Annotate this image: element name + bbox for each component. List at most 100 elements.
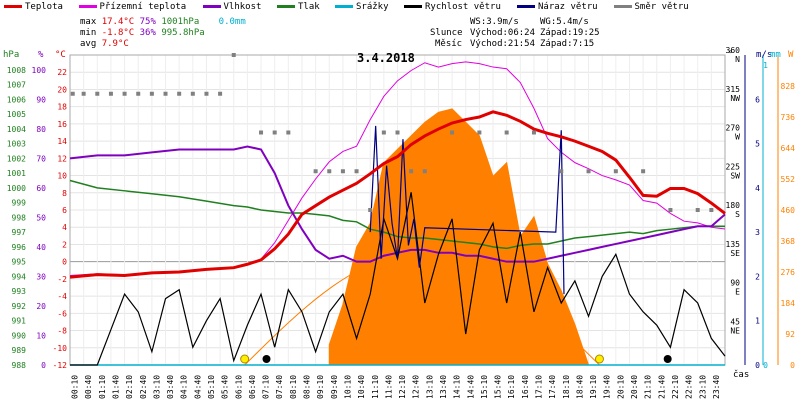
axis-unit-hpa: hPa xyxy=(3,50,20,60)
wind-dir-point xyxy=(177,91,182,96)
wind-dir-point xyxy=(368,208,373,212)
x-tick-label: 10:10 xyxy=(343,375,352,399)
temperature-tick: 12 xyxy=(57,154,67,163)
sunrise: Východ:06:24 xyxy=(470,28,536,38)
legend-item: Vlhkost xyxy=(202,2,261,12)
axis-unit-deg: ° xyxy=(728,50,734,60)
x-tick-label: 15:10 xyxy=(480,375,489,399)
wind-speed-tick: 1 xyxy=(755,317,760,326)
x-tick-label: 07:10 xyxy=(262,375,271,399)
moonset: Západ:7:15 xyxy=(540,39,595,49)
wind-speed-tick: 2 xyxy=(755,272,760,281)
wind-dir-tick: 90 xyxy=(730,279,740,288)
wind-dir-point xyxy=(204,91,209,96)
stats-min: min -1.8°C 36% 995.8hPa xyxy=(80,28,205,38)
x-tick-label: 02:10 xyxy=(125,375,134,399)
wind-dir-point xyxy=(709,208,714,212)
stat-avg-label: avg xyxy=(80,39,97,49)
stat-min-temp: -1.8°C xyxy=(101,28,135,38)
wind-dir-point xyxy=(327,169,332,174)
rain-tick: 0 xyxy=(763,361,768,370)
wind-dir-point xyxy=(95,91,100,96)
sun-label: Slunce xyxy=(430,28,463,38)
x-tick-label: 00:40 xyxy=(84,375,93,399)
x-tick-label: 11:40 xyxy=(384,375,393,399)
x-tick-label: 03:10 xyxy=(152,375,161,399)
pressure-tick: 993 xyxy=(12,287,27,296)
solar-series xyxy=(328,108,590,366)
legend-label: Srážky xyxy=(356,2,389,12)
wind-dir-point xyxy=(613,169,618,174)
pressure-tick: 990 xyxy=(12,331,27,340)
x-tick-label: 19:40 xyxy=(603,375,612,399)
x-tick-label: 21:10 xyxy=(644,375,653,399)
temperature-tick: 10 xyxy=(57,172,67,181)
axis-unit-w: W xyxy=(788,50,794,60)
legend-label: Směr větru xyxy=(634,2,689,12)
pressure-tick: 1000 xyxy=(7,184,26,193)
wind-dir-point xyxy=(477,130,482,135)
x-tick-label: 20:40 xyxy=(630,375,639,399)
legend-label: Rychlost větru xyxy=(425,2,501,12)
legend-swatch xyxy=(517,5,535,8)
solar-tick: 184 xyxy=(781,299,796,308)
wind-dir-point xyxy=(641,169,646,174)
wind-dir-tick: 225 xyxy=(726,162,741,171)
humidity-tick: 40 xyxy=(36,243,46,252)
pressure-tick: 1002 xyxy=(7,154,26,163)
temperature-tick: 2 xyxy=(62,240,67,249)
temperature-tick: 16 xyxy=(57,120,67,129)
moonset-marker xyxy=(262,355,271,363)
wind-speed-avg: WS:3.9m/s xyxy=(470,17,519,27)
sunset-marker xyxy=(594,354,604,364)
wind-dir-point xyxy=(504,130,509,135)
x-tick-label: 11:10 xyxy=(371,375,380,399)
wind-dir-point xyxy=(259,130,264,135)
stat-max-label: max xyxy=(80,17,97,27)
x-tick-label: 21:40 xyxy=(657,375,666,399)
wind-dir-tick: 270 xyxy=(726,124,741,133)
wind-dir-point xyxy=(395,130,400,135)
x-axis-ticks: 00:10 00:40 01:10 01:40 02:10 02:40 03:10 03:40… xyxy=(71,375,721,399)
wind-dir-point xyxy=(559,169,564,174)
solar-tick: 92 xyxy=(785,330,795,339)
legend-item: Teplota xyxy=(4,2,63,12)
wind-gust-avg: WG:5.4m/s xyxy=(540,17,589,27)
stat-min-press: 995.8hPa xyxy=(161,28,205,38)
solar-tick: 828 xyxy=(781,82,796,91)
wind-dir-point xyxy=(695,208,700,212)
humidity-tick: 10 xyxy=(36,331,46,340)
solar-tick: 552 xyxy=(781,175,796,184)
legend-swatch xyxy=(335,5,353,8)
pressure-tick: 998 xyxy=(12,213,27,222)
x-tick-label: 18:10 xyxy=(562,375,571,399)
wind-dir-tick: 180 xyxy=(726,201,741,210)
pressure-line xyxy=(69,179,725,250)
wind-speed-tick: 3 xyxy=(755,228,760,237)
x-tick-label: 23:10 xyxy=(698,375,707,399)
x-tick-label: 12:40 xyxy=(412,375,421,399)
temperature-tick: -6 xyxy=(57,309,67,318)
wind-dir-tick-label: NE xyxy=(730,326,740,335)
wind-dir-tick-label: SW xyxy=(730,171,740,180)
axis-unit-degc: °C xyxy=(55,50,66,60)
humidity-tick: 100 xyxy=(32,66,47,75)
x-tick-label: 05:10 xyxy=(207,375,216,399)
wind-dir-point xyxy=(586,169,591,174)
wind-dir-point xyxy=(531,130,536,135)
x-tick-label: 15:40 xyxy=(494,375,503,399)
pressure-tick: 989 xyxy=(12,346,27,355)
wind-dir-tick-label: NW xyxy=(730,94,740,103)
stats-avg: avg 7.9°C xyxy=(80,39,129,49)
x-tick-label: 06:10 xyxy=(234,375,243,399)
temperature-tick: 18 xyxy=(57,103,67,112)
solar-area xyxy=(328,108,590,366)
wind-dir-point xyxy=(286,130,291,135)
x-tick-label: 14:40 xyxy=(466,375,475,399)
legend-item: Směr větru xyxy=(613,2,689,12)
wind-dir-point xyxy=(668,208,673,212)
wind-dir-point xyxy=(354,169,359,174)
wind-dir-point xyxy=(231,53,236,57)
x-tick-label: 16:10 xyxy=(507,375,516,399)
